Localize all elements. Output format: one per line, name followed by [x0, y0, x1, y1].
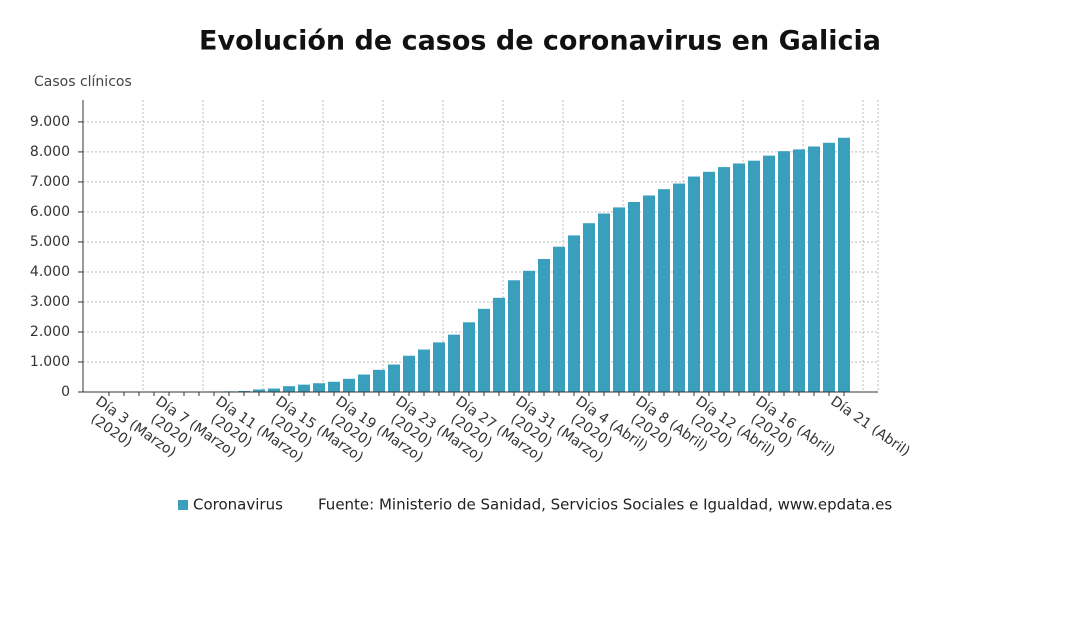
bar — [643, 195, 655, 392]
bar — [523, 270, 535, 392]
bar — [718, 167, 730, 392]
bar — [433, 342, 445, 392]
bar — [508, 280, 520, 392]
bar — [283, 386, 295, 392]
legend-label: Coronavirus — [193, 496, 283, 514]
y-tick-label: 2.000 — [30, 324, 70, 340]
bar — [658, 189, 670, 392]
source-note: Fuente: Ministerio de Sanidad, Servicios… — [318, 496, 892, 514]
y-tick-label: 0 — [61, 384, 70, 400]
bar — [778, 151, 790, 392]
bar — [733, 163, 745, 392]
bar — [838, 137, 850, 392]
bar — [478, 308, 490, 392]
bar — [583, 223, 595, 392]
bar — [328, 381, 340, 392]
bar — [448, 334, 460, 392]
bar — [793, 149, 805, 392]
bar — [703, 171, 715, 392]
y-tick-label: 5.000 — [30, 234, 70, 250]
bar — [823, 142, 835, 392]
y-tick-label: 7.000 — [30, 174, 70, 190]
bar — [808, 146, 820, 392]
bar — [748, 160, 760, 392]
bar — [298, 384, 310, 392]
bar — [388, 364, 400, 392]
bar — [253, 389, 265, 392]
bar — [268, 388, 280, 392]
bar — [613, 207, 625, 392]
y-axis-label: Casos clínicos — [34, 74, 132, 90]
bar — [688, 176, 700, 392]
x-tick-label: Día 21 (Abril) — [827, 393, 912, 459]
bar — [673, 183, 685, 392]
y-tick-label: 4.000 — [30, 264, 70, 280]
y-tick-label: 8.000 — [30, 144, 70, 160]
bar — [493, 297, 505, 392]
y-tick-label: 1.000 — [30, 354, 70, 370]
chart-title: Evolución de casos de coronavirus en Gal… — [199, 26, 881, 57]
bar — [238, 390, 250, 392]
y-tick-label: 6.000 — [30, 204, 70, 220]
bar — [343, 378, 355, 392]
bar — [763, 155, 775, 392]
y-tick-label: 9.000 — [30, 114, 70, 130]
bar — [403, 355, 415, 392]
bar — [553, 246, 565, 392]
bar — [628, 202, 640, 392]
bar — [418, 349, 430, 392]
bar — [358, 374, 370, 392]
legend-swatch — [178, 500, 188, 510]
bar — [373, 369, 385, 392]
x-tick-label-group: Día 21 (Abril) — [827, 393, 912, 459]
bar — [568, 235, 580, 392]
bar — [463, 322, 475, 392]
y-tick-label: 3.000 — [30, 294, 70, 310]
bar — [538, 258, 550, 392]
bar — [313, 383, 325, 392]
bar — [598, 213, 610, 392]
